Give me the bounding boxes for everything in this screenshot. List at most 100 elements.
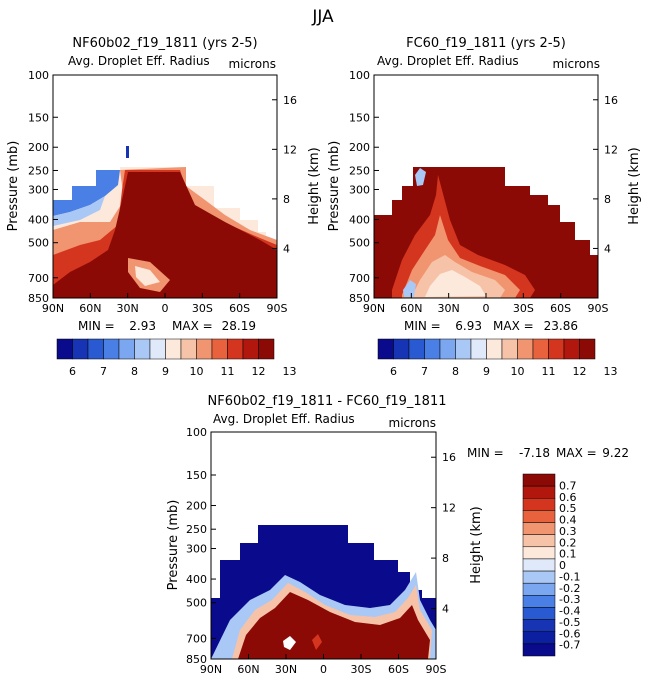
x-tick-label: 30S xyxy=(192,302,213,315)
y-tick-label: 100 xyxy=(349,69,370,82)
panel-1-max-label: MAX = xyxy=(172,319,213,333)
panel-3-min-value: -7.18 xyxy=(519,446,550,460)
colorbar-label: -0.3 xyxy=(559,593,580,606)
panel-2-field xyxy=(374,75,598,298)
colorbar-swatch xyxy=(522,595,556,608)
colorbar-swatch xyxy=(522,534,556,548)
y-tick-label: 500 xyxy=(349,237,370,250)
colorbar-swatch xyxy=(522,643,556,657)
colorbar-swatch xyxy=(522,473,556,487)
colorbar-label: 0.3 xyxy=(559,525,577,538)
x-tick-label: 90N xyxy=(200,663,222,676)
panel-1-field xyxy=(53,75,277,298)
field-shade-c xyxy=(53,172,277,298)
y-tick-label: 300 xyxy=(349,183,370,196)
panel-1-ylabel: Pressure (mb) xyxy=(6,141,21,232)
colorbar-swatch xyxy=(486,338,503,360)
colorbar-label: 0.7 xyxy=(559,479,577,492)
x-tick-label: 0 xyxy=(483,302,490,315)
panel-3-max-value: 9.22 xyxy=(602,446,629,460)
panel-2-y2label: Height (km) xyxy=(627,147,642,224)
panel-1-colorbar: 6 7 8 9 10 11 12 13 xyxy=(56,338,297,378)
y-tick-label: 250 xyxy=(349,164,370,177)
panel-3: NF60b02_f19_1811 - FC60_f19_1811 Avg. Dr… xyxy=(166,394,629,676)
colorbar-swatch xyxy=(393,338,410,360)
colorbar-label: -0.7 xyxy=(559,639,580,652)
panel-1-units: microns xyxy=(229,57,277,71)
panel-2-max-value: 23.86 xyxy=(544,319,578,333)
field-spot-b xyxy=(135,266,160,286)
x-tick-label: 30S xyxy=(513,302,534,315)
colorbar-swatch xyxy=(522,522,556,535)
panel-1-y-axis: 100 150 200 250 300 400 500 700 850 xyxy=(28,69,58,305)
colorbar-swatch xyxy=(56,338,73,360)
y2-tick-label: 8 xyxy=(442,552,449,565)
colorbar-swatch xyxy=(522,570,556,584)
y-tick-label: 250 xyxy=(186,523,207,536)
y2-tick-label: 12 xyxy=(283,143,297,156)
colorbar-swatch xyxy=(134,338,151,360)
field-blue-b xyxy=(415,168,426,186)
y-tick-label: 500 xyxy=(28,237,49,250)
colorbar-label: 0.1 xyxy=(559,548,577,561)
page-title: JJA xyxy=(311,7,334,27)
colorbar-label: 13 xyxy=(604,365,618,378)
panel-2-min-label: MIN = xyxy=(404,319,441,333)
panel-3-y-axis: 100 150 200 250 300 400 500 700 850 xyxy=(186,426,216,666)
x-tick-label: 60S xyxy=(388,663,409,676)
panel-1-subtitle: Avg. Droplet Eff. Radius xyxy=(68,54,210,68)
panel-2-y-axis: 100 150 200 250 300 400 500 700 850 xyxy=(349,69,379,305)
y2-tick-label: 16 xyxy=(283,94,297,107)
y-tick-label: 150 xyxy=(349,111,370,124)
colorbar-swatch xyxy=(532,338,549,360)
y2-tick-label: 16 xyxy=(442,451,456,464)
y-tick-label: 850 xyxy=(28,292,49,305)
colorbar-swatch xyxy=(579,338,596,360)
colorbar-label: 10 xyxy=(190,365,204,378)
x-tick-label: 90N xyxy=(42,302,64,315)
x-tick-label: 30S xyxy=(351,663,372,676)
panel-1-title: NF60b02_f19_1811 (yrs 2-5) xyxy=(72,36,257,51)
colorbar-swatch xyxy=(258,338,275,360)
y2-tick-label: 4 xyxy=(283,242,290,255)
colorbar-swatch xyxy=(72,338,89,360)
colorbar-swatch xyxy=(517,338,534,360)
colorbar-swatch xyxy=(522,510,556,523)
colorbar-swatch xyxy=(522,607,556,620)
x-tick-label: 30N xyxy=(275,663,297,676)
colorbar-swatch xyxy=(501,338,518,360)
field-spot-b xyxy=(312,634,322,650)
colorbar-swatch xyxy=(522,485,556,499)
panel-2: FC60_f19_1811 (yrs 2-5) Avg. Droplet Eff… xyxy=(327,36,642,378)
colorbar-label: -0.6 xyxy=(559,627,580,640)
panel-3-min-label: MIN = xyxy=(467,446,504,460)
y2-tick-label: 4 xyxy=(442,603,449,616)
colorbar-swatch xyxy=(211,338,228,360)
x-tick-label: 30N xyxy=(117,302,139,315)
colorbar-label: -0.2 xyxy=(559,582,580,595)
colorbar-label: 6 xyxy=(390,365,397,378)
panel-3-y2-axis: 16 12 8 4 xyxy=(431,451,456,616)
colorbar-swatch xyxy=(522,558,556,572)
y-tick-label: 400 xyxy=(349,213,370,226)
y-tick-label: 400 xyxy=(186,573,207,586)
panel-3-x-axis: 90N 60N 30N 0 30S 60S 90S xyxy=(200,654,447,676)
x-tick-label: 30N xyxy=(438,302,460,315)
y-tick-label: 100 xyxy=(186,426,207,439)
colorbar-label: -0.1 xyxy=(559,570,580,583)
colorbar-label: 7 xyxy=(100,365,107,378)
y-tick-label: 850 xyxy=(186,653,207,666)
colorbar-label: 8 xyxy=(131,365,138,378)
panel-2-ylabel: Pressure (mb) xyxy=(327,141,342,232)
colorbar-swatch xyxy=(522,619,556,632)
colorbar-swatch xyxy=(377,338,394,360)
field-spike xyxy=(126,146,129,158)
colorbar-swatch xyxy=(87,338,104,360)
x-tick-label: 0 xyxy=(162,302,169,315)
panel-2-x-axis: 90N 60N 30N 0 30S 60S 90S xyxy=(363,293,609,315)
colorbar-label: 12 xyxy=(252,365,266,378)
x-tick-label: 60N xyxy=(237,663,259,676)
x-tick-label: 90S xyxy=(426,663,447,676)
colorbar-label: 0.5 xyxy=(559,502,577,515)
y-tick-label: 500 xyxy=(186,597,207,610)
